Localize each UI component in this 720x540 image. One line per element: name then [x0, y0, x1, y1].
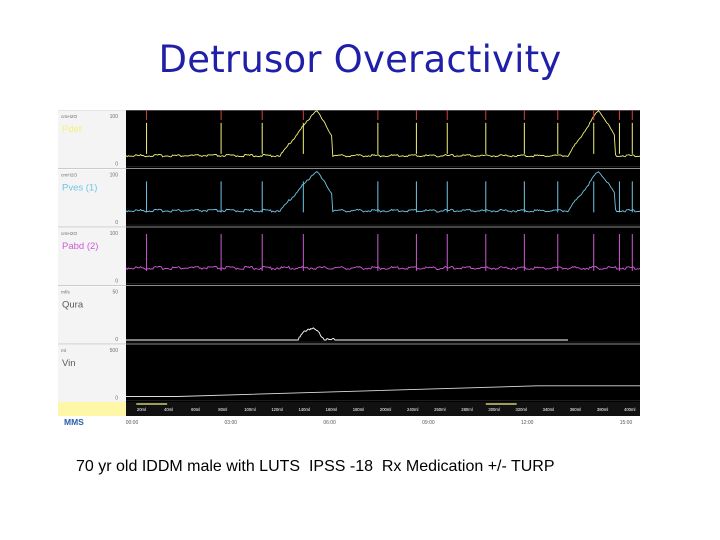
- panel-name-label: Pabd (2): [62, 241, 98, 252]
- pdet-trace: [125, 110, 640, 158]
- event-marker-label: 280ml: [461, 407, 472, 412]
- panel-top-tick: 100: [110, 231, 119, 237]
- pabd-trace: [125, 265, 640, 271]
- slide-caption: 70 yr old IDDM male with LUTS IPSS -18 R…: [76, 458, 555, 475]
- panel-unit-label: ml/s: [61, 290, 70, 296]
- panel-unit-label: ml: [61, 348, 66, 354]
- panel-label-cell: [58, 228, 126, 286]
- panel-label-cell: [58, 286, 126, 344]
- panel-bottom-tick: 0: [115, 337, 118, 343]
- event-marker-label: 140ml: [298, 407, 309, 412]
- event-marker-label: 240ml: [407, 407, 418, 412]
- panel-top-tick: 100: [110, 173, 119, 179]
- time-axis-label: 09:00: [422, 420, 435, 426]
- panel-name-label: Pdet: [62, 124, 82, 135]
- slide-title: Detrusor Overactivity: [158, 38, 562, 81]
- event-marker-label: 320ml: [516, 407, 527, 412]
- panel-label-cell: [58, 169, 126, 227]
- plot-area: [126, 110, 640, 408]
- event-marker-label: 40ml: [164, 407, 173, 412]
- event-marker-label: 400ml: [624, 407, 635, 412]
- panel-label-cell: [58, 111, 126, 169]
- panel-label-cell: [58, 345, 126, 403]
- qura-trace-1: [126, 327, 569, 341]
- time-axis-bar: [126, 416, 640, 428]
- panel-name-label: Vin: [62, 358, 76, 369]
- event-marker-label: 300ml: [488, 407, 499, 412]
- panel-name-label: Qura: [62, 300, 84, 311]
- event-marker-bar: [126, 402, 640, 416]
- panel-top-tick: 100: [110, 114, 119, 120]
- panel-unit-label: cmH2O: [61, 173, 78, 179]
- event-marker-label: 250ml: [434, 407, 445, 412]
- vin-trace: [126, 385, 640, 397]
- panel-bottom-tick: 0: [115, 162, 118, 168]
- event-marker-label: 200ml: [380, 407, 391, 412]
- panel-bottom-tick: 0: [115, 279, 118, 285]
- time-axis-label: 06:00: [323, 420, 336, 426]
- event-marker-label: 60ml: [191, 407, 200, 412]
- panel-bottom-tick: 0: [115, 396, 118, 402]
- event-marker-label: 340ml: [543, 407, 554, 412]
- event-marker-label: 360ml: [570, 407, 581, 412]
- pves-trace: [125, 171, 640, 213]
- event-marker-label: 20ml: [137, 407, 146, 412]
- mms-logo: MMS: [64, 417, 84, 427]
- time-axis-label: 00:00: [126, 420, 139, 426]
- panel-top-tick: 500: [110, 348, 119, 354]
- time-axis-label: 12:00: [521, 420, 534, 426]
- panel-unit-label: cmH2O: [61, 231, 78, 237]
- event-marker-label: 380ml: [597, 407, 608, 412]
- event-marker-label: 100ml: [244, 407, 255, 412]
- marker-strip: [58, 402, 126, 416]
- panel-unit-label: cmH2O: [61, 114, 78, 120]
- panel-top-tick: 50: [112, 290, 118, 296]
- event-marker-label: 120ml: [271, 407, 282, 412]
- panel-name-label: Pves (1): [62, 183, 97, 194]
- event-marker-label: 180ml: [353, 407, 364, 412]
- time-axis-label: 03:00: [225, 420, 238, 426]
- event-marker-label: 160ml: [326, 407, 337, 412]
- time-axis-label: 15:00: [620, 420, 633, 426]
- event-marker-label: 80ml: [218, 407, 227, 412]
- panel-bottom-tick: 0: [115, 220, 118, 226]
- urodynamic-tracing: cmH2O 100 0 Pdet cmH2O 100 0 Pves (1) cmH2O 100 0 P…: [58, 110, 640, 428]
